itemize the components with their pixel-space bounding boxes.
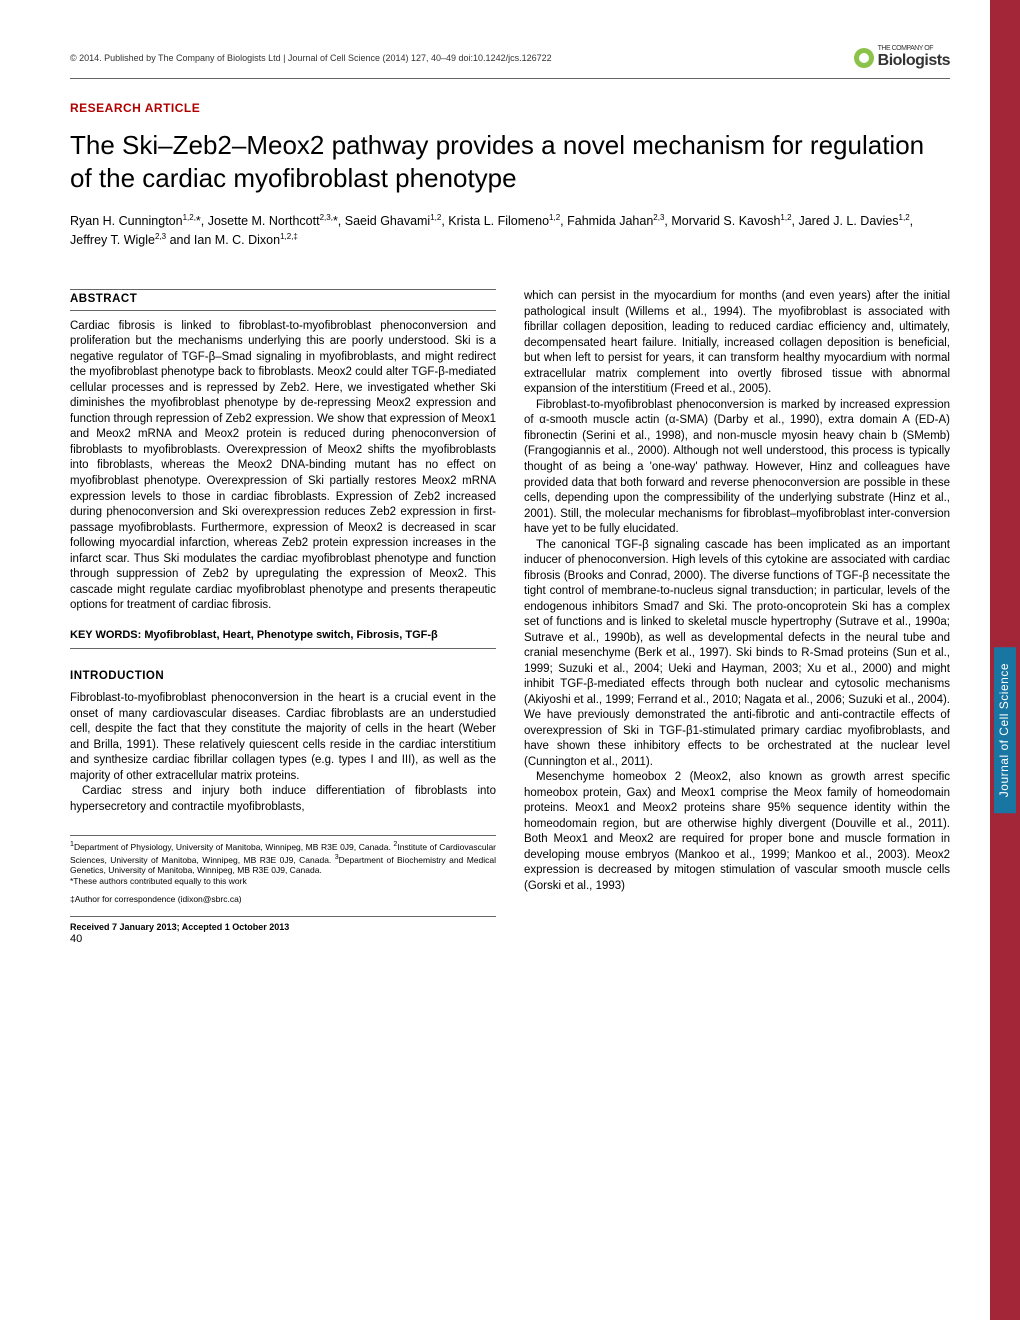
intro-p2: Cardiac stress and injury both induce di… [70,784,496,815]
company-of-text: THE COMPANY OF [878,45,950,52]
copyright-text: © 2014. Published by The Company of Biol… [70,53,552,63]
page-number: 40 [70,933,82,945]
correspondence: ‡Author for correspondence (idixon@sbrc.… [70,894,496,905]
received-dates: Received 7 January 2013; Accepted 1 Octo… [70,916,496,933]
article-type: RESEARCH ARTICLE [70,101,950,115]
article-title: The Ski–Zeb2–Meox2 pathway provides a no… [70,129,950,194]
abstract-text: Cardiac fibrosis is linked to fibroblast… [70,319,496,614]
keywords: KEY WORDS: Myofibroblast, Heart, Phenoty… [70,628,496,650]
introduction-heading: INTRODUCTION [70,669,496,685]
abstract-heading: ABSTRACT [70,289,496,311]
header-bar: © 2014. Published by The Company of Biol… [70,45,950,79]
publisher-name: THE COMPANY OF Biologists [878,45,950,70]
publisher-logo: THE COMPANY OF Biologists [854,45,950,70]
two-column-layout: ABSTRACT Cardiac fibrosis is linked to f… [70,289,950,933]
page-content: © 2014. Published by The Company of Biol… [0,0,1020,963]
introduction-text: Fibroblast-to-myofibroblast phenoconvers… [70,691,496,815]
col2-p1: which can persist in the myocardium for … [524,289,950,398]
equal-contribution: *These authors contributed equally to th… [70,876,496,887]
authors-list: Ryan H. Cunnington1,2,*, Josette M. Nort… [70,212,950,249]
right-column: which can persist in the myocardium for … [524,289,950,933]
col2-p3: The canonical TGF-β signaling cascade ha… [524,538,950,771]
intro-p1: Fibroblast-to-myofibroblast phenoconvers… [70,691,496,784]
col2-p2: Fibroblast-to-myofibroblast phenoconvers… [524,398,950,538]
left-column: ABSTRACT Cardiac fibrosis is linked to f… [70,289,496,933]
affiliation-text: 1Department of Physiology, University of… [70,840,496,876]
affiliations: 1Department of Physiology, University of… [70,835,496,886]
biologists-icon [854,48,874,68]
col2-p4: Mesenchyme homeobox 2 (Meox2, also known… [524,770,950,894]
biologists-text: Biologists [878,52,950,69]
